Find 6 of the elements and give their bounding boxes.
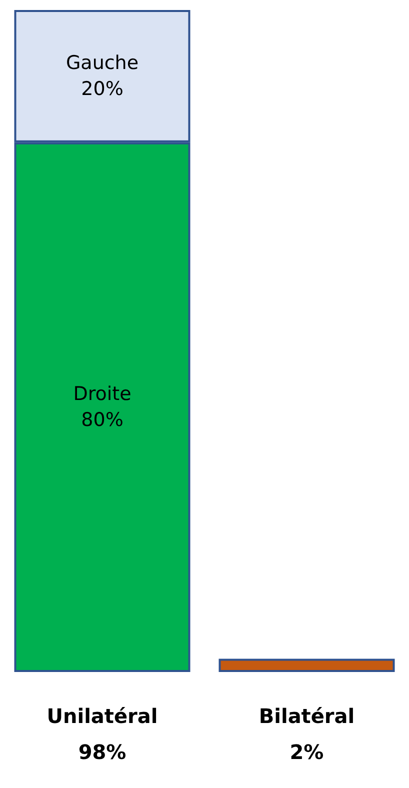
x-tick-label: Bilatéral 2% — [258, 704, 355, 764]
series-label: Gauche — [66, 52, 139, 74]
data-label: 20% — [81, 78, 124, 100]
series-label: Droite — [73, 383, 132, 406]
data-label: 80% — [81, 409, 124, 432]
x-tick-label: Unilatéral 98% — [46, 704, 158, 764]
